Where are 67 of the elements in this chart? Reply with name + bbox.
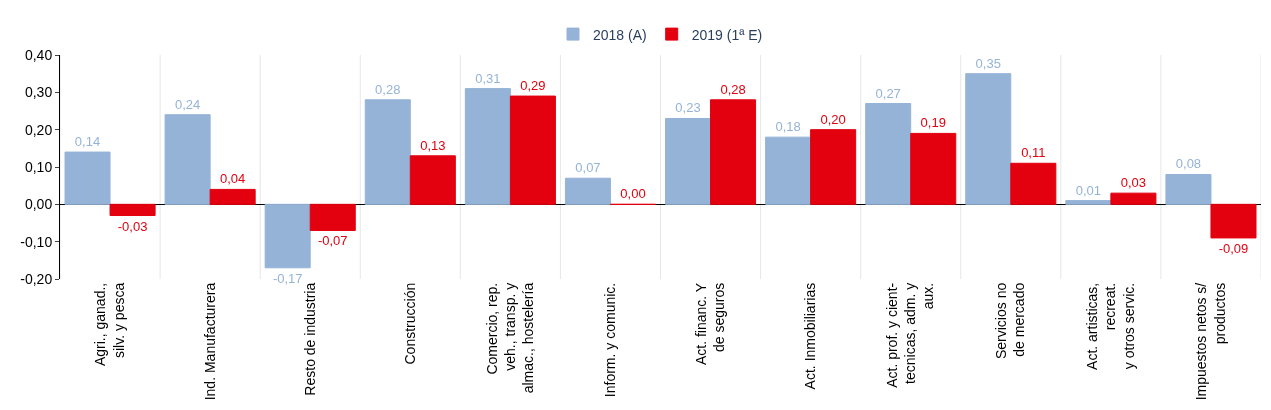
- data-label: 0,20: [820, 111, 846, 127]
- y-tick-label: 0,20: [24, 121, 53, 138]
- bar: [264, 203, 311, 269]
- data-label: -0,07: [317, 233, 348, 249]
- data-label: 0,24: [174, 96, 201, 112]
- bar: [710, 99, 757, 205]
- x-tick-label: Act. Inmobiliarias: [802, 282, 819, 390]
- bar: [64, 151, 111, 205]
- legend-label: 2018 (A): [593, 26, 647, 43]
- bar: [965, 73, 1012, 205]
- x-tick-label: Ind. Manufacturera: [201, 282, 218, 401]
- x-tick-label: Inform. y comunic.: [602, 282, 619, 398]
- data-label: 0,31: [475, 70, 501, 86]
- data-label: 0,04: [219, 171, 246, 187]
- y-tick-label: 0,10: [24, 158, 53, 175]
- data-label: 0,08: [1175, 156, 1202, 172]
- bar: [209, 188, 256, 205]
- bar: [564, 177, 611, 205]
- bar: [1210, 203, 1257, 239]
- bar: [109, 203, 156, 217]
- data-label: 0,00: [620, 186, 646, 202]
- bar: [309, 203, 356, 231]
- bar: [910, 132, 957, 205]
- x-tick-label: Act. financ. Y de seguros: [692, 282, 728, 366]
- y-tick-label: -0,10: [20, 233, 53, 250]
- x-tick-label: Impuestos netos s/ productos: [1193, 282, 1228, 401]
- data-label: 0,19: [920, 115, 946, 131]
- x-tick-label: Act. prof. y cient- tecnicas, adm. y aux.: [884, 282, 937, 388]
- x-tick-label: Comercio, rep. veh., transp. y almac., hostelería: [483, 282, 537, 394]
- bar: [1110, 192, 1157, 205]
- data-label: -0,03: [117, 218, 148, 234]
- bar: [1065, 200, 1112, 205]
- bar: [1010, 162, 1057, 205]
- bar: [409, 155, 456, 205]
- x-tick-label: Act. artisticas, recreat. y otros servic.: [1084, 282, 1137, 370]
- legend-label: 2019 (1ª E): [691, 26, 763, 43]
- y-tick-label: 0,00: [24, 196, 53, 213]
- bar: [665, 117, 712, 205]
- data-label: 0,03: [1120, 175, 1147, 191]
- bar: [509, 95, 556, 205]
- data-label: 0,29: [520, 78, 546, 94]
- data-label: 0,14: [74, 134, 101, 150]
- x-tick-label: Construcción: [401, 282, 418, 365]
- data-label: 0,23: [675, 100, 701, 116]
- data-label: 0,18: [775, 119, 801, 135]
- x-tick-label: Resto de industria: [301, 282, 318, 396]
- data-label: 0,35: [975, 55, 1001, 71]
- bar: [364, 99, 411, 205]
- data-label: 0,01: [1075, 182, 1102, 198]
- data-label: 0,27: [875, 85, 901, 101]
- data-label: -0,17: [272, 270, 303, 286]
- bar: [865, 103, 912, 205]
- data-label: 0,07: [575, 160, 601, 176]
- bar: [164, 114, 211, 205]
- bar: [1165, 173, 1212, 205]
- y-tick-label: 0,40: [24, 46, 53, 63]
- data-label: 0,13: [420, 137, 446, 153]
- data-label: -0,09: [1218, 240, 1249, 256]
- y-tick-label: 0,30: [24, 84, 53, 101]
- bar: [765, 136, 812, 205]
- data-label: 0,28: [720, 81, 746, 97]
- bar: [464, 88, 511, 205]
- data-label: 0,11: [1021, 145, 1046, 161]
- x-tick-label: Agri., ganad., silv. y pesca: [92, 282, 127, 367]
- data-label: 0,28: [375, 81, 401, 97]
- y-tick-label: -0,20: [20, 270, 53, 287]
- bar: [810, 129, 857, 205]
